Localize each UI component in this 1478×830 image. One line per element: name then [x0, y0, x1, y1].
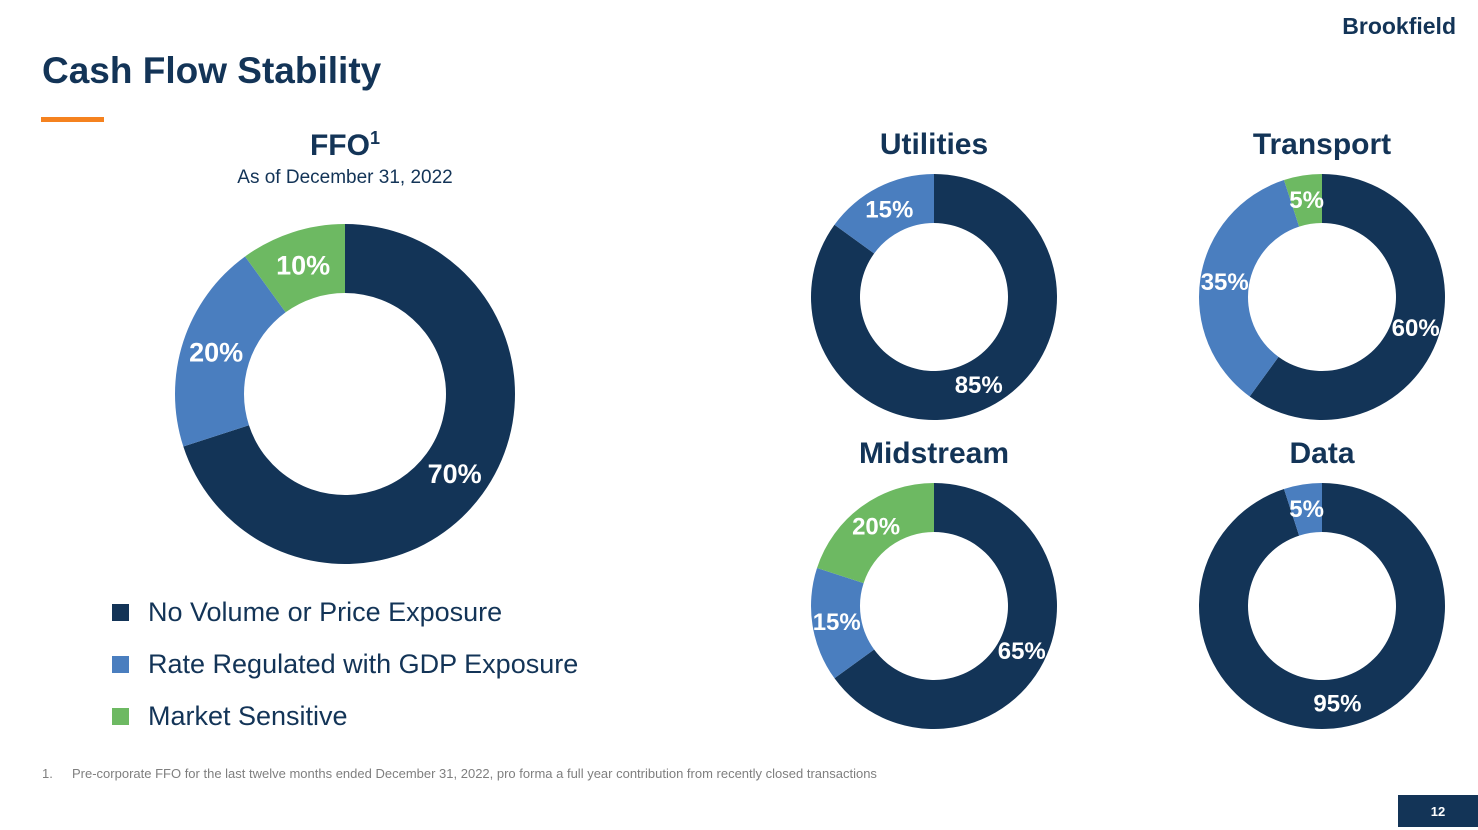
utilities-slice-1 [834, 174, 934, 254]
midstream-chart-title: Midstream [858, 437, 1010, 470]
data-slice-1 [1283, 483, 1322, 536]
legend-label: Market Sensitive [148, 701, 348, 731]
utilities-data-label: 15% [865, 197, 913, 224]
page-title: Cash Flow Stability [42, 50, 382, 91]
data-data-label: 5% [1289, 496, 1324, 523]
legend-label: Rate Regulated with GDP Exposure [148, 649, 579, 679]
midstream-slice-0 [834, 483, 1057, 729]
legend-swatch [112, 708, 129, 725]
ffo-slice-0 [183, 224, 516, 564]
footnote: 1. Pre-corporate FFO for the last twelve … [42, 766, 877, 781]
ffo-slice-2 [245, 224, 345, 313]
footnote-text: Pre-corporate FFO for the last twelve mo… [72, 766, 877, 781]
legend-swatch [112, 656, 129, 673]
midstream-data-label: 65% [998, 638, 1046, 665]
footnote-marker: 1 [369, 128, 380, 148]
legend-item-no-volume: No Volume or Price Exposure [112, 597, 502, 628]
data-slice-0 [1198, 483, 1445, 729]
transport-slice-1 [1199, 180, 1300, 397]
transport-data-label: 5% [1289, 187, 1324, 214]
midstream-data-label: 20% [852, 514, 900, 541]
ffo-chart-title: FFO1 [195, 128, 495, 163]
utilities-chart-title: Utilities [879, 128, 989, 161]
transport-slice-2 [1283, 174, 1322, 227]
midstream-data-label: 15% [813, 609, 861, 636]
data-data-label: 95% [1313, 691, 1361, 718]
ffo-data-label: 10% [276, 251, 330, 281]
ffo-subtitle: As of December 31, 2022 [237, 167, 453, 188]
data-chart-title: Data [1289, 437, 1355, 470]
brookfield-logo: Brookfield [1342, 13, 1456, 39]
utilities-slice-0 [810, 174, 1057, 420]
utilities-data-label: 85% [955, 372, 1003, 399]
transport-data-label: 60% [1392, 315, 1440, 342]
legend-item-market-sensitive: Market Sensitive [112, 701, 348, 732]
ffo-data-label: 70% [428, 459, 482, 489]
ffo-data-label: 20% [189, 338, 243, 368]
page-number: 12 [1398, 795, 1478, 827]
ffo-title-text: FFO [309, 129, 370, 162]
legend-swatch [112, 604, 129, 621]
transport-chart-title: Transport [1252, 128, 1392, 161]
ffo-slice-1 [174, 256, 286, 447]
legend-label: No Volume or Price Exposure [148, 597, 503, 627]
transport-slice-0 [1249, 174, 1445, 420]
title-accent-bar [41, 117, 104, 122]
footnote-number: 1. [42, 766, 53, 781]
midstream-slice-2 [817, 483, 934, 584]
transport-data-label: 35% [1201, 269, 1249, 296]
midstream-slice-1 [810, 567, 875, 679]
legend-item-rate-regulated: Rate Regulated with GDP Exposure [112, 649, 578, 680]
